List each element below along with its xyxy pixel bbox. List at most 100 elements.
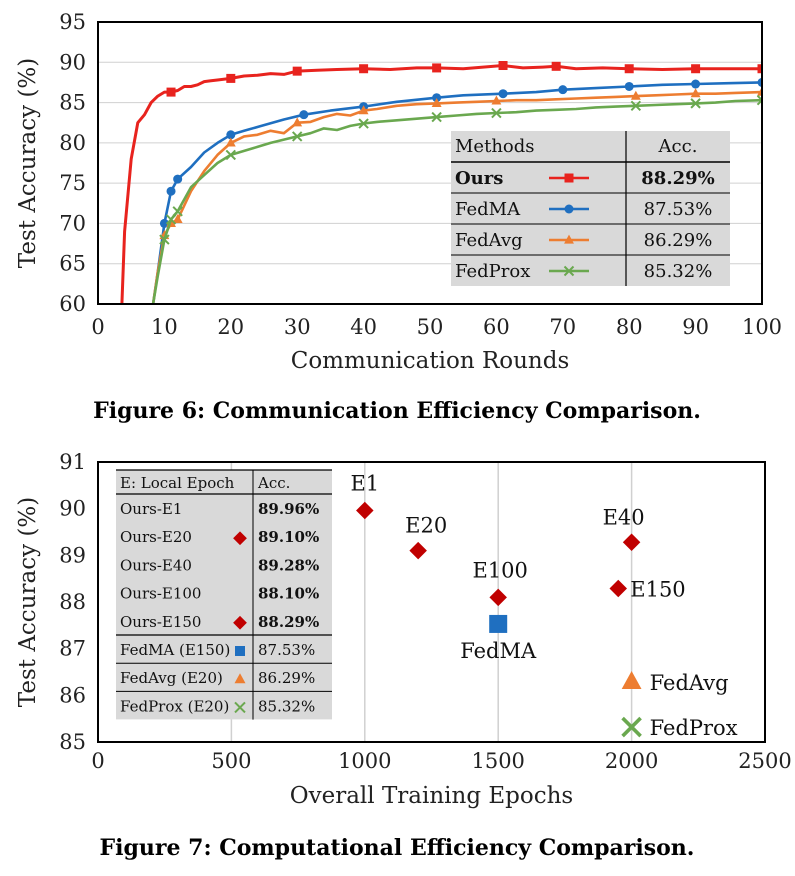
plot-frame [97, 461, 766, 743]
table-marker-swatch [234, 673, 246, 684]
figure-6: 60 65 70 75 80 85 90 95 0 10 20 30 40 50 60 70 80 90 100 Co… [15, 10, 782, 374]
data-point [358, 118, 369, 129]
table-row-label: FedMA (E150) [120, 641, 230, 659]
y-tick-label: 75 [59, 171, 86, 195]
table-method-label: Ours [455, 168, 503, 189]
series-fedavg [151, 86, 762, 304]
data-point [292, 117, 303, 127]
table-method-label: FedAvg [455, 230, 523, 251]
figure-7: 0 500 1000 1500 2000 2500 85 86 87 88 89 90 91 Overal… [15, 450, 792, 809]
data-point [291, 131, 303, 142]
figure-7-caption: Figure 7: Computational Efficiency Compa… [100, 835, 695, 861]
series-line [151, 98, 762, 304]
x-tick-label: 60 [483, 315, 510, 339]
data-point [756, 94, 762, 106]
data-point [630, 100, 642, 112]
x-axis-title: Overall Training Epochs [290, 783, 573, 809]
table-acc-value: 86.29% [644, 230, 713, 251]
table-acc-value: 89.10% [258, 528, 319, 546]
data-point [431, 97, 442, 107]
y-tick-label: 65 [59, 252, 86, 276]
table-row-label: Ours-E20 [120, 528, 192, 546]
table-marker-swatch [563, 265, 575, 277]
y-tick-label: 90 [59, 50, 86, 74]
table-header-label: E: Local Epoch [120, 474, 235, 492]
data-point [551, 61, 561, 71]
data-point [489, 614, 508, 633]
x-tick-label: 2000 [605, 749, 658, 773]
table-acc-value: 87.53% [258, 641, 315, 659]
data-point [491, 95, 502, 105]
y-tick-label: 90 [59, 497, 86, 521]
series-line [151, 81, 762, 304]
x-tick-label: 500 [211, 749, 251, 773]
legend-table-bg [451, 131, 730, 286]
point-label: FedMA [460, 639, 537, 663]
series-line [120, 64, 762, 304]
table-marker-swatch [234, 701, 246, 714]
data-point [292, 66, 302, 76]
data-point [409, 541, 427, 560]
data-point [757, 77, 762, 87]
inset-table: E: Local Epoch Acc. Ours-E1 89.96% Ours-E20 8… [116, 469, 332, 720]
data-point [431, 111, 442, 123]
data-point [624, 81, 634, 91]
y-tick-label: 70 [59, 211, 86, 235]
data-point [173, 174, 183, 184]
data-point [691, 64, 701, 74]
inset-table-bg [116, 470, 332, 720]
point-label: E40 [603, 505, 645, 529]
data-point [624, 64, 634, 74]
table-marker-swatch [233, 615, 247, 630]
x-tick-label: 2500 [738, 749, 791, 773]
data-point [690, 88, 701, 98]
x-tick-label: 70 [549, 315, 576, 339]
x-tick-label: 1500 [471, 749, 524, 773]
figure-6-caption: Figure 6: Communication Efficiency Compa… [93, 398, 701, 424]
data-point [691, 79, 701, 89]
table-row-label: Ours-E150 [120, 613, 201, 631]
y-axis-title: Test Accuracy (%) [15, 58, 41, 268]
data-point [356, 501, 374, 520]
data-point [159, 218, 169, 228]
x-tick-label: 1000 [338, 749, 391, 773]
data-point [498, 61, 508, 71]
table-acc-value: 89.96% [258, 500, 319, 518]
x-tick-label: 40 [350, 315, 377, 339]
point-label: E100 [472, 558, 527, 582]
y-tick-label: 86 [59, 683, 86, 707]
table-row-label: Ours-E40 [120, 556, 192, 574]
y-tick-label: 85 [59, 730, 86, 754]
data-point [172, 206, 183, 217]
x-tick-label: 0 [91, 315, 104, 339]
x-axis-title: Communication Rounds [291, 348, 570, 374]
data-point [166, 87, 176, 97]
data-point [757, 86, 762, 96]
table-header-methods: Methods [455, 136, 535, 157]
y-tick-label: 89 [59, 543, 86, 567]
y-tick-label: 91 [59, 450, 86, 474]
plot-frame [97, 21, 763, 305]
y-axis-title: Test Accuracy (%) [15, 497, 41, 707]
data-point [498, 89, 508, 99]
data-point [609, 579, 628, 598]
series-fedprox [151, 94, 762, 304]
data-point [225, 149, 237, 161]
table-marker-swatch [564, 173, 574, 183]
x-tick-label: 90 [682, 315, 709, 339]
data-point [432, 63, 442, 73]
data-point [165, 214, 177, 225]
y-tick-label: 95 [59, 10, 86, 34]
point-label: FedProx [650, 716, 738, 740]
data-point [359, 64, 369, 74]
data-point [358, 105, 369, 115]
y-tick-label: 87 [59, 637, 86, 661]
table-row-label: Ours-E1 [120, 500, 182, 518]
x-tick-label: 30 [284, 315, 311, 339]
point-label: FedAvg [650, 671, 729, 695]
y-tick-label: 88 [59, 590, 86, 614]
table-row-label: Ours-E100 [120, 585, 201, 603]
point-label: E20 [405, 514, 447, 538]
data-point [432, 93, 442, 103]
table-header-acc: Acc. [257, 474, 290, 492]
